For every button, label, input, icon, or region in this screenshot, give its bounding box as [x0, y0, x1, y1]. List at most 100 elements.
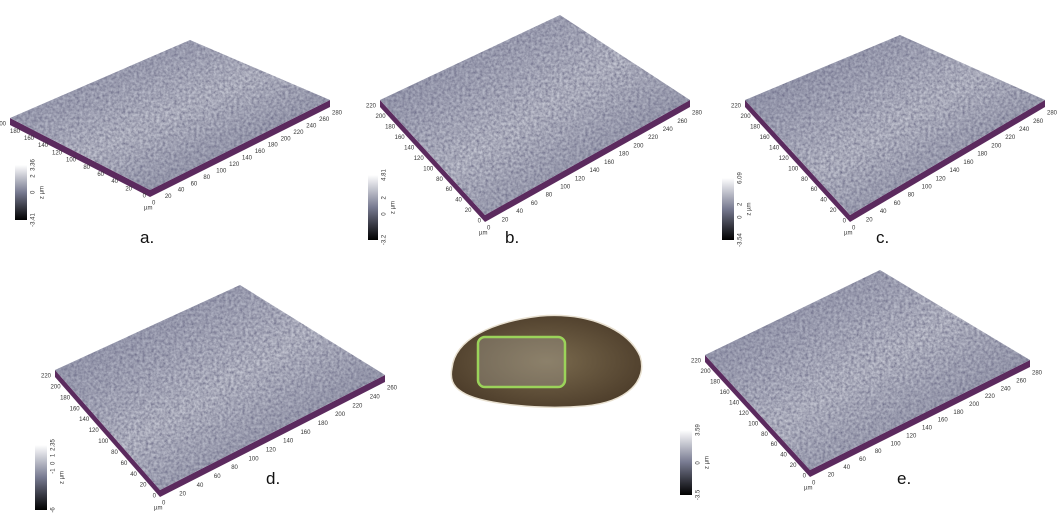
y-tick-label: 120	[779, 156, 790, 162]
y-tick-label: 80	[801, 177, 808, 183]
colorbar-label: 0	[696, 461, 702, 465]
x-tick-label: 0	[487, 226, 491, 232]
x-tick-label: 20	[828, 473, 835, 479]
y-tick-label: 200	[0, 122, 7, 128]
y-tick-label: 60	[97, 172, 104, 178]
x-tick-label: 40	[178, 188, 185, 194]
x-tick-label: 280	[1047, 111, 1057, 117]
y-tick-label: 20	[465, 208, 472, 214]
y-tick-label: 140	[729, 400, 740, 406]
colorbar-label: 2	[382, 195, 388, 199]
y-tick-label: 100	[66, 158, 77, 164]
x-tick-label: 180	[619, 152, 630, 158]
y-tick-label: 220	[691, 359, 702, 365]
y-tick-label: 140	[38, 143, 49, 149]
x-tick-label: 100	[216, 168, 227, 174]
colorbar	[680, 430, 692, 495]
colorbar-label: 0	[382, 212, 388, 216]
x-tick-label: 160	[938, 418, 949, 424]
x-tick-label: 160	[300, 430, 311, 436]
x-tick-label: 140	[922, 426, 933, 432]
x-tick-label: 200	[633, 143, 644, 149]
x-tick-label: 20	[165, 194, 172, 200]
x-tick-label: 160	[963, 160, 974, 166]
panel-label: c.	[876, 228, 889, 247]
colorbar-label: 2.35	[51, 439, 57, 451]
y-tick-label: 80	[761, 432, 768, 438]
x-tick-label: 240	[306, 123, 317, 129]
colorbar-label: 3.36	[31, 159, 37, 171]
y-tick-label: 120	[739, 411, 750, 417]
x-tick-label: 180	[953, 410, 964, 416]
colorbar	[368, 175, 378, 240]
x-tick-label: 40	[880, 209, 887, 215]
y-tick-label: 20	[830, 208, 837, 214]
x-tick-label: 160	[255, 149, 266, 155]
axis-unit: µm	[844, 231, 852, 237]
x-tick-label: 240	[663, 127, 674, 133]
colorbar-label: -3.41	[31, 213, 37, 227]
x-tick-label: 180	[318, 421, 329, 427]
colorbar-label: 0	[51, 461, 57, 465]
y-tick-label: 40	[130, 472, 137, 478]
x-tick-label: 200	[969, 402, 980, 408]
x-tick-label: 20	[179, 492, 186, 498]
x-tick-label: 120	[575, 176, 586, 182]
colorbar-unit: z µm	[60, 471, 66, 484]
x-tick-label: 20	[866, 217, 873, 223]
x-tick-label: 280	[332, 111, 343, 117]
panel-label: e.	[897, 469, 911, 488]
x-tick-label: 80	[908, 193, 915, 199]
axis-unit: µm	[804, 486, 812, 492]
y-tick-label: 40	[111, 179, 118, 185]
panel-label: a.	[140, 228, 154, 247]
colorbar-label: 2	[31, 174, 37, 178]
surface-panel: 2202001801601401201008060402000204060801…	[680, 270, 1043, 500]
colorbar-label: -3.5	[696, 489, 702, 500]
y-tick-label: 40	[455, 198, 462, 204]
x-tick-label: 140	[242, 156, 253, 162]
surface	[55, 285, 385, 490]
x-tick-label: 80	[875, 449, 882, 455]
y-tick-label: 100	[788, 166, 799, 172]
surface-panel: 2202001801601401201008060402000204060801…	[35, 285, 398, 513]
colorbar-label: -3.2	[382, 234, 388, 245]
colorbar-label: 3.59	[696, 424, 702, 436]
colorbar-label: 6.09	[738, 172, 744, 184]
x-tick-label: 220	[293, 130, 304, 136]
surface	[745, 35, 1045, 215]
x-tick-label: 220	[648, 135, 659, 141]
x-tick-label: 220	[352, 403, 363, 409]
x-tick-label: 60	[531, 201, 538, 207]
y-tick-label: 160	[395, 135, 406, 141]
y-tick-label: 120	[52, 150, 63, 156]
y-tick-label: 40	[780, 453, 787, 459]
surface-panel: 2202001801601401201008060402000204060801…	[366, 15, 703, 247]
x-tick-label: 220	[1005, 135, 1016, 141]
colorbar-label: 2	[738, 202, 744, 206]
x-tick-label: 60	[191, 181, 198, 187]
y-tick-label: 180	[10, 129, 21, 135]
x-tick-label: 140	[590, 168, 601, 174]
x-tick-label: 260	[1016, 378, 1027, 384]
x-tick-label: 80	[231, 465, 238, 471]
axis-unit: µm	[479, 231, 487, 237]
x-tick-label: 60	[214, 474, 221, 480]
colorbar-unit: z µm	[705, 456, 711, 469]
y-tick-label: 0	[843, 219, 847, 225]
axis-unit: µm	[154, 506, 162, 512]
x-tick-label: 260	[677, 119, 688, 125]
y-tick-label: 100	[98, 439, 109, 445]
y-tick-label: 0	[143, 194, 147, 200]
y-tick-label: 60	[811, 187, 818, 193]
y-tick-label: 20	[140, 483, 147, 489]
x-tick-label: 0	[852, 226, 856, 232]
colorbar-unit: z µm	[747, 202, 753, 215]
x-tick-label: 40	[843, 465, 850, 471]
y-tick-label: 0	[153, 494, 157, 500]
y-tick-label: 200	[376, 114, 387, 120]
x-tick-label: 260	[1033, 119, 1044, 125]
x-tick-label: 240	[1001, 386, 1012, 392]
x-tick-label: 240	[1019, 127, 1030, 133]
x-tick-label: 220	[985, 394, 996, 400]
